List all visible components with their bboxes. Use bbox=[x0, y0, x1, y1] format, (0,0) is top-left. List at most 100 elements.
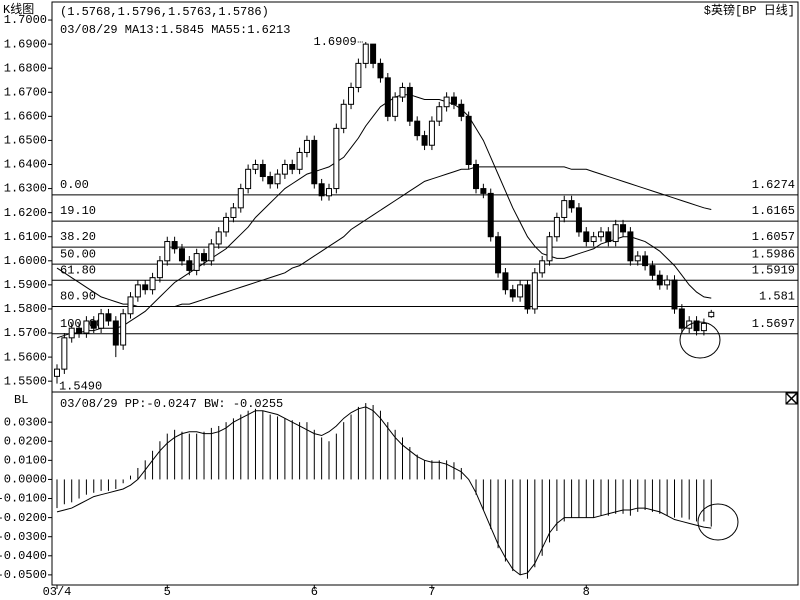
y-tick-label: -0.0100 bbox=[0, 492, 47, 506]
candle-body bbox=[568, 200, 575, 209]
candle-body bbox=[406, 86, 413, 122]
candle-body bbox=[473, 164, 480, 190]
candle-body bbox=[421, 135, 428, 146]
candle-body bbox=[325, 188, 332, 197]
candle-body bbox=[61, 337, 68, 370]
indicator-line bbox=[56, 406, 712, 576]
fib-price-label: 1.6274 bbox=[752, 178, 795, 192]
ma-legend: 03/08/29 MA13:1.5845 MA55:1.6213 bbox=[60, 23, 290, 37]
candle-body bbox=[142, 284, 149, 291]
y-tick-label: 1.6300 bbox=[4, 182, 47, 196]
candle-body bbox=[83, 320, 90, 334]
candle-body bbox=[348, 86, 355, 105]
y-tick-label: 1.6600 bbox=[4, 110, 47, 124]
fib-ratio-label: 61.80 bbox=[60, 263, 96, 277]
y-tick-label: 1.6700 bbox=[4, 85, 47, 99]
candle-body bbox=[392, 96, 399, 117]
candle-body bbox=[678, 308, 685, 329]
candle-body bbox=[377, 62, 384, 79]
fib-price-label: 1.5697 bbox=[752, 317, 795, 331]
candle-body bbox=[333, 127, 340, 190]
peak-annotation: 1.6909 bbox=[314, 35, 357, 49]
candle-body bbox=[495, 236, 502, 274]
candle-body bbox=[649, 265, 656, 276]
candle-body bbox=[480, 188, 487, 194]
fib-ratio-label: 50.00 bbox=[60, 247, 96, 261]
candle-body bbox=[458, 103, 465, 117]
candle-body bbox=[127, 296, 134, 315]
candle-body bbox=[612, 224, 619, 243]
highlight-circle bbox=[697, 503, 739, 541]
panel-title: K线图 bbox=[3, 2, 34, 17]
candle-body bbox=[384, 77, 391, 117]
candle-body bbox=[531, 272, 538, 310]
candle-body bbox=[436, 106, 443, 122]
candle-body bbox=[90, 320, 97, 329]
y-tick-label: 1.6800 bbox=[4, 61, 47, 75]
candle-body bbox=[450, 96, 457, 105]
candle-body bbox=[575, 207, 582, 233]
close-button[interactable] bbox=[785, 392, 798, 405]
candle-body bbox=[112, 320, 119, 346]
candle-body bbox=[245, 168, 252, 190]
candle-body bbox=[546, 236, 553, 262]
candle-body bbox=[583, 231, 590, 243]
y-tick-label: 0.0000 bbox=[4, 473, 47, 487]
panel-subtitle: 03/08/29 PP:-0.0247 BW: -0.0255 bbox=[60, 397, 283, 411]
candle-body bbox=[517, 284, 524, 298]
candle-body bbox=[620, 224, 627, 233]
candle-body bbox=[171, 241, 178, 250]
candle-body bbox=[428, 120, 435, 146]
panel-title: BL bbox=[14, 393, 28, 407]
panel-subtitle: (1.5768,1.5796,1.5763,1.5786) bbox=[60, 5, 269, 19]
candle-body bbox=[237, 188, 244, 209]
fib-ratio-label: 19.10 bbox=[60, 204, 96, 218]
panel-frame bbox=[51, 391, 799, 586]
indicator-line bbox=[56, 94, 712, 339]
indicator-line bbox=[56, 166, 712, 308]
candle-body bbox=[318, 183, 325, 197]
candle-body bbox=[76, 327, 83, 334]
candle-body bbox=[259, 164, 266, 178]
candle-body bbox=[303, 139, 310, 153]
close-cross[interactable] bbox=[785, 392, 798, 405]
candle-body bbox=[120, 313, 127, 346]
x-tick-label: 8 bbox=[583, 585, 590, 599]
y-tick-label: 1.5900 bbox=[4, 278, 47, 292]
candle-body bbox=[671, 279, 678, 310]
candle-body bbox=[656, 274, 663, 286]
candle-body bbox=[149, 277, 156, 291]
candle-body bbox=[105, 313, 112, 322]
y-tick-label: 1.6200 bbox=[4, 206, 47, 220]
candle-body bbox=[178, 248, 185, 262]
candle-body bbox=[664, 279, 671, 286]
y-tick-label: 1.5600 bbox=[4, 350, 47, 364]
y-tick-label: 1.5700 bbox=[4, 326, 47, 340]
candle-body bbox=[605, 231, 612, 243]
candle-body bbox=[340, 103, 347, 129]
candle-body bbox=[355, 62, 362, 88]
y-tick-label: 1.7000 bbox=[4, 13, 47, 27]
candle-body bbox=[164, 241, 171, 262]
fib-ratio-label: 80.90 bbox=[60, 290, 96, 304]
y-tick-label: -0.0300 bbox=[0, 530, 47, 544]
candle-body bbox=[634, 255, 641, 262]
y-tick-label: -0.0500 bbox=[0, 568, 47, 582]
candle-body bbox=[539, 260, 546, 274]
fib-price-label: 1.6057 bbox=[752, 230, 795, 244]
y-tick-label: 0.0100 bbox=[4, 454, 47, 468]
candle-body bbox=[700, 322, 707, 332]
candle-body bbox=[267, 176, 274, 185]
y-tick-label: 1.5800 bbox=[4, 302, 47, 316]
x-tick-label: 7 bbox=[428, 585, 435, 599]
y-tick-label: 1.6100 bbox=[4, 230, 47, 244]
candle-body bbox=[156, 260, 163, 279]
candle-body bbox=[590, 236, 597, 243]
candle-body bbox=[487, 192, 494, 238]
candle-body bbox=[502, 272, 509, 291]
y-tick-label: 1.6500 bbox=[4, 134, 47, 148]
candle-body bbox=[362, 43, 369, 64]
candle-body bbox=[68, 327, 75, 339]
